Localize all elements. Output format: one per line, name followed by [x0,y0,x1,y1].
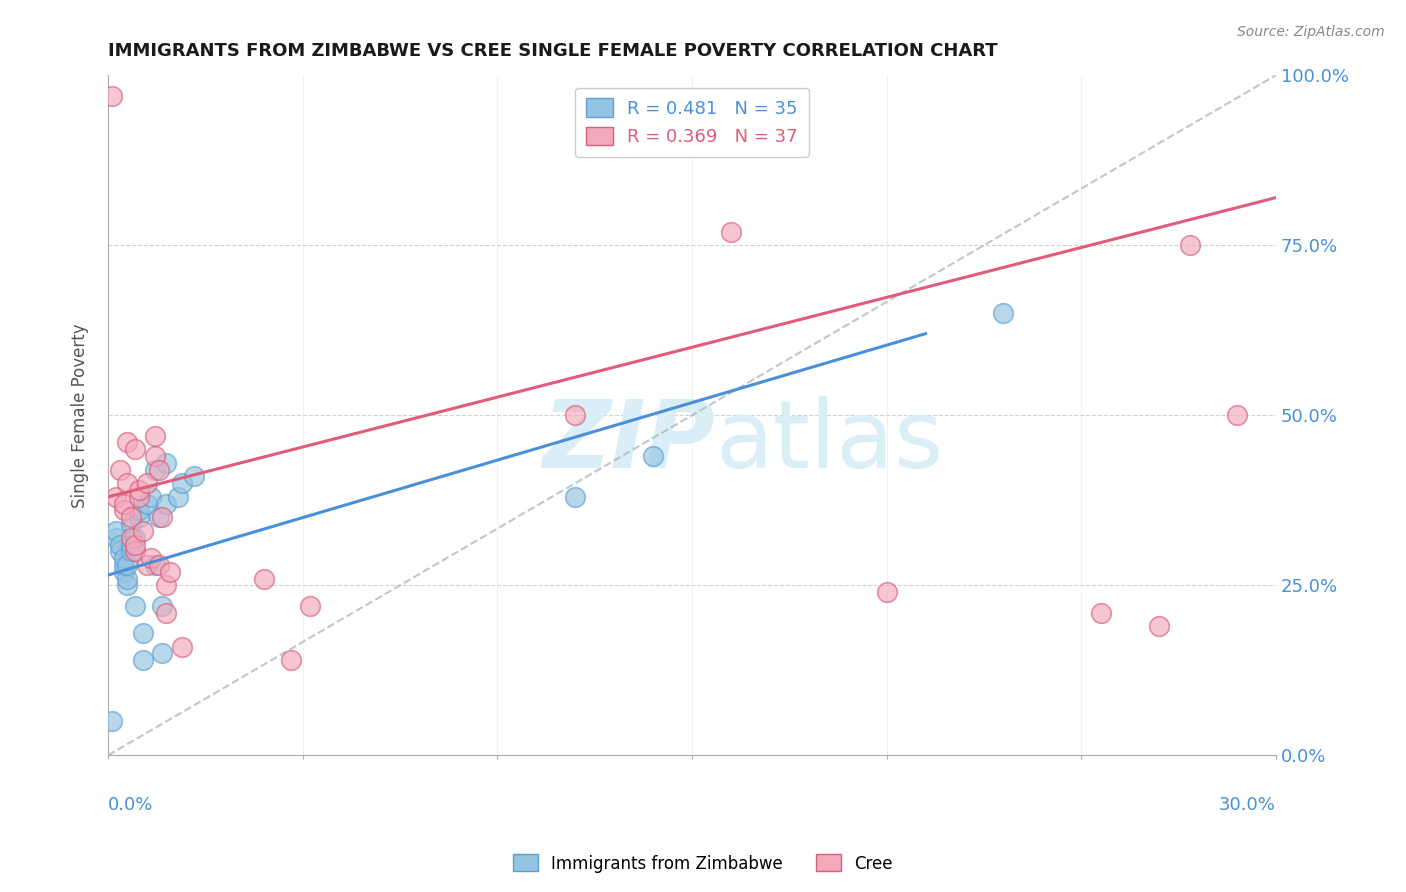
Point [120,517,142,532]
Point [143,428,166,442]
Point [108,537,131,551]
Point [148,463,170,477]
Point [124,531,146,545]
Point [120,537,142,551]
Point [117,558,139,572]
Point [112,497,135,511]
Point [170,640,193,654]
Point [155,578,177,592]
Point [299,599,322,613]
Point [108,463,131,477]
Point [132,626,155,640]
Point [132,653,155,667]
Point [117,578,139,592]
Text: ZIP: ZIP [543,396,716,489]
Point [1147,619,1170,633]
Point [108,544,131,558]
Legend: Immigrants from Zimbabwe, Cree: Immigrants from Zimbabwe, Cree [506,847,900,880]
Point [564,409,586,423]
Point [112,551,135,566]
Point [253,572,276,586]
Point [1180,238,1202,252]
Point [148,558,170,572]
Point [120,544,142,558]
Point [101,88,124,103]
Point [104,531,127,545]
Point [135,497,157,511]
Text: 30.0%: 30.0% [1219,797,1277,814]
Point [1090,606,1112,620]
Point [132,524,155,538]
Point [135,476,157,491]
Text: IMMIGRANTS FROM ZIMBABWE VS CREE SINGLE FEMALE POVERTY CORRELATION CHART: IMMIGRANTS FROM ZIMBABWE VS CREE SINGLE … [108,42,998,60]
Point [148,510,170,524]
Point [120,531,142,545]
Point [128,490,150,504]
Point [112,503,135,517]
Point [104,524,127,538]
Point [139,490,162,504]
Point [155,456,177,470]
Legend: R = 0.481   N = 35, R = 0.369   N = 37: R = 0.481 N = 35, R = 0.369 N = 37 [575,87,808,157]
Point [112,565,135,579]
Point [993,306,1015,320]
Point [1226,409,1249,423]
Point [152,510,174,524]
Point [564,490,586,504]
Point [155,606,177,620]
Point [139,551,162,566]
Point [152,646,174,660]
Point [876,585,898,599]
Point [124,544,146,558]
Point [128,503,150,517]
Point [117,572,139,586]
Text: 0.0%: 0.0% [108,797,153,814]
Point [143,449,166,463]
Point [641,449,664,463]
Point [120,510,142,524]
Point [128,510,150,524]
Point [101,714,124,729]
Point [128,483,150,497]
Text: Source: ZipAtlas.com: Source: ZipAtlas.com [1237,25,1385,39]
Text: atlas: atlas [716,396,943,489]
Point [159,565,181,579]
Point [117,476,139,491]
Point [143,558,166,572]
Point [112,558,135,572]
Point [124,537,146,551]
Point [104,490,127,504]
Point [720,225,742,239]
Point [152,599,174,613]
Point [124,599,146,613]
Point [124,442,146,457]
Point [183,469,205,483]
Point [155,497,177,511]
Point [143,463,166,477]
Point [280,653,302,667]
Y-axis label: Single Female Poverty: Single Female Poverty [72,323,89,508]
Point [170,476,193,491]
Point [135,558,157,572]
Point [167,490,190,504]
Point [117,435,139,450]
